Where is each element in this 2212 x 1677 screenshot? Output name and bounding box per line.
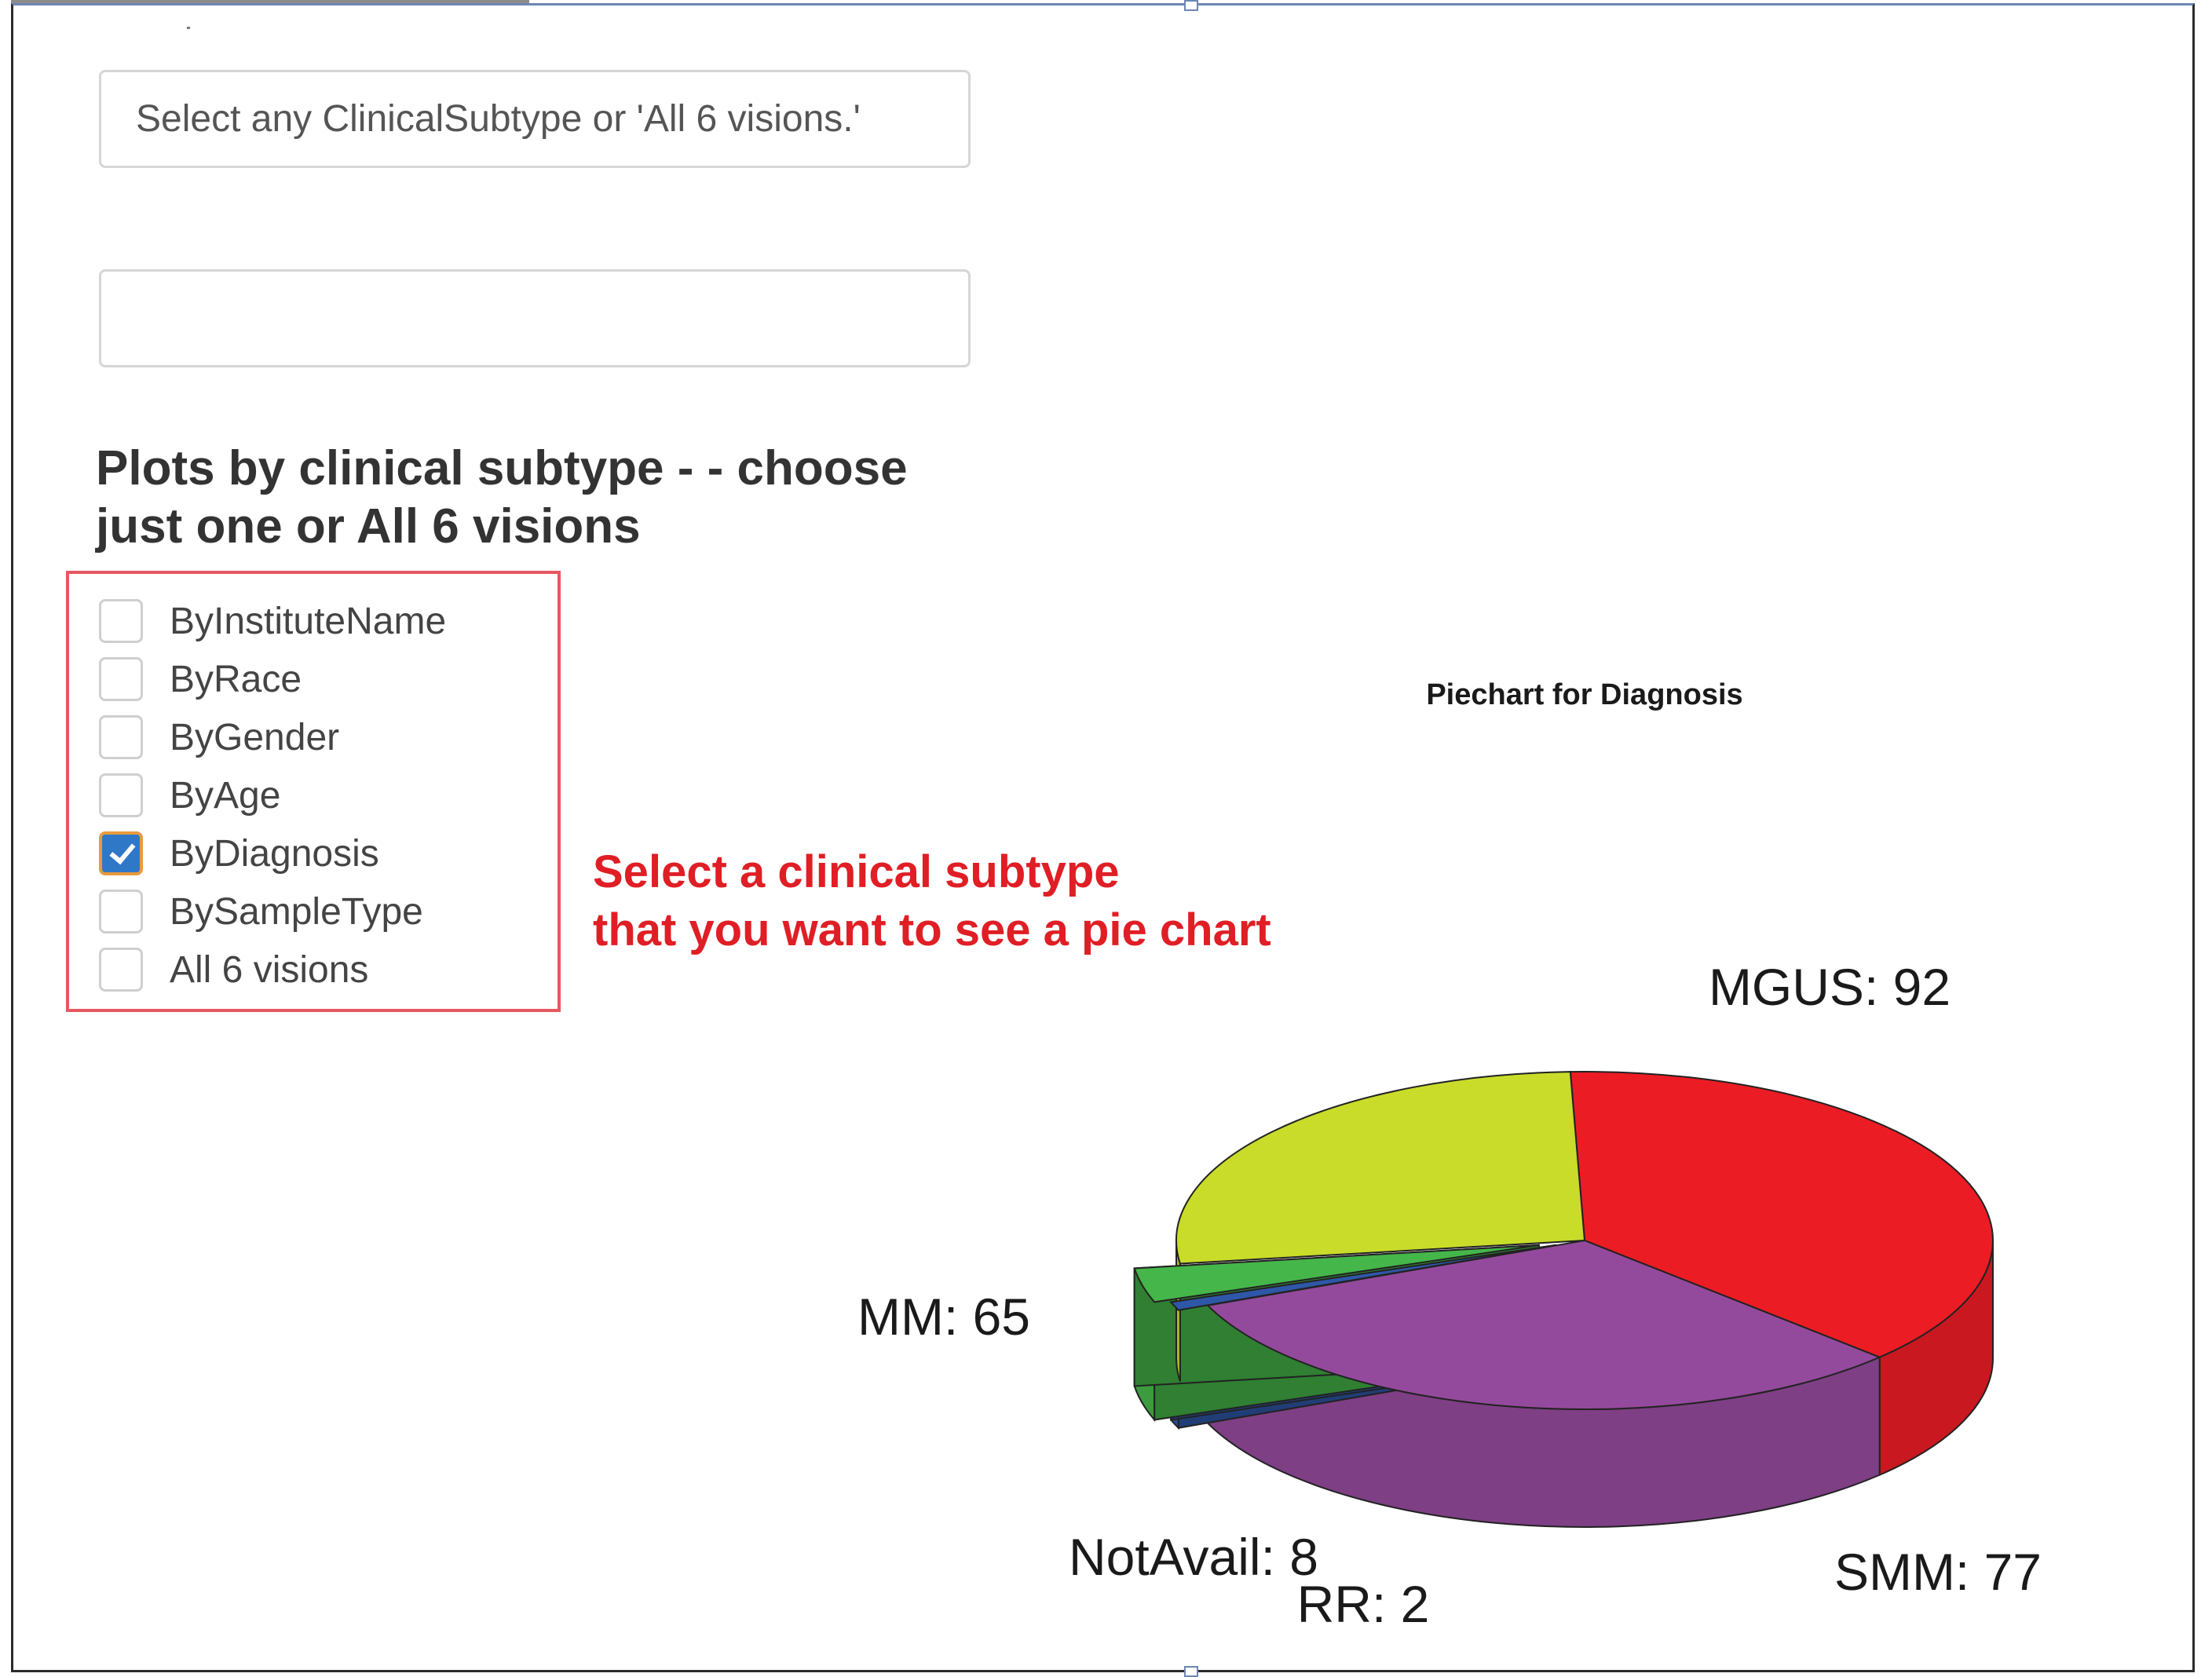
pie-slice-notavail xyxy=(1133,1244,1539,1303)
checkbox-bydiagnosis-checked[interactable] xyxy=(99,831,143,875)
checkbox-label: ByDiagnosis xyxy=(170,832,379,875)
select-placeholder: Select any ClinicalSubtype or 'All 6 vis… xyxy=(136,98,861,140)
checkbox-option-byinstitutename[interactable]: ByInstituteName xyxy=(99,597,446,645)
checkbox-byrace[interactable] xyxy=(99,657,143,701)
annotation-line2: that you want to see a pie chart xyxy=(593,904,1271,955)
checkbox-option-bysampletype[interactable]: BySampleType xyxy=(99,888,423,935)
resize-handle-top[interactable] xyxy=(1184,0,1198,11)
checkbox-label: All 6 visions xyxy=(170,948,369,991)
chart-title: Piechart for Diagnosis xyxy=(1426,678,1742,711)
checkbox-bygender[interactable] xyxy=(99,715,143,759)
checkbox-label: BySampleType xyxy=(170,890,423,933)
pie-label-notavail: NotAvail: 8 xyxy=(1069,1528,1318,1586)
checkbox-option-byage[interactable]: ByAge xyxy=(99,772,280,819)
plots-heading-line1: Plots by clinical subtype - - choose xyxy=(96,441,908,495)
pie-label-mm: MM: 65 xyxy=(857,1288,1030,1346)
checkbox-bysampletype[interactable] xyxy=(99,890,143,933)
instruction-annotation: Select a clinical subtype that you want … xyxy=(593,843,1271,959)
checkbox-label: ByGender xyxy=(170,716,340,758)
clinical-subtype-select[interactable]: Select any ClinicalSubtype or 'All 6 vis… xyxy=(99,70,971,168)
checkbox-byinstitutename[interactable] xyxy=(99,599,143,643)
checkbox-option-byrace[interactable]: ByRace xyxy=(99,656,302,703)
pie-slice-mgus xyxy=(1569,1070,1994,1358)
checkbox-label: ByAge xyxy=(170,774,281,817)
pie-label-rr: RR: 2 xyxy=(1297,1575,1430,1633)
secondary-input[interactable] xyxy=(99,269,971,367)
window-top-edge xyxy=(11,0,529,3)
checkbox-option-bydiagnosis[interactable]: ByDiagnosis xyxy=(99,830,379,877)
plots-heading: Plots by clinical subtype - - choose jus… xyxy=(96,440,999,556)
pie-slice-mm xyxy=(1175,1071,1586,1265)
checkbox-label: ByRace xyxy=(170,658,302,700)
stray-mark xyxy=(187,27,190,29)
checkbox-all-6-visions[interactable] xyxy=(99,948,143,992)
pie-label-mgus: MGUS: 92 xyxy=(1709,958,1951,1016)
checkbox-option-all-6-visions[interactable]: All 6 visions xyxy=(99,946,368,993)
annotation-line1: Select a clinical subtype xyxy=(593,846,1120,897)
checkbox-option-bygender[interactable]: ByGender xyxy=(99,714,339,761)
pie-slice-rr xyxy=(1169,1244,1556,1311)
pie-slice-smm xyxy=(1206,1239,1882,1410)
pie-label-smm: SMM: 77 xyxy=(1834,1543,2042,1601)
checkbox-label: ByInstituteName xyxy=(170,600,447,642)
plot-type-checkbox-group: ByInstituteName ByRace ByGender ByAge By… xyxy=(66,571,561,1012)
checkbox-byage[interactable] xyxy=(99,773,143,817)
pie-tops xyxy=(1133,1070,1994,1410)
plots-heading-line2: just one or All 6 visions xyxy=(96,499,641,554)
